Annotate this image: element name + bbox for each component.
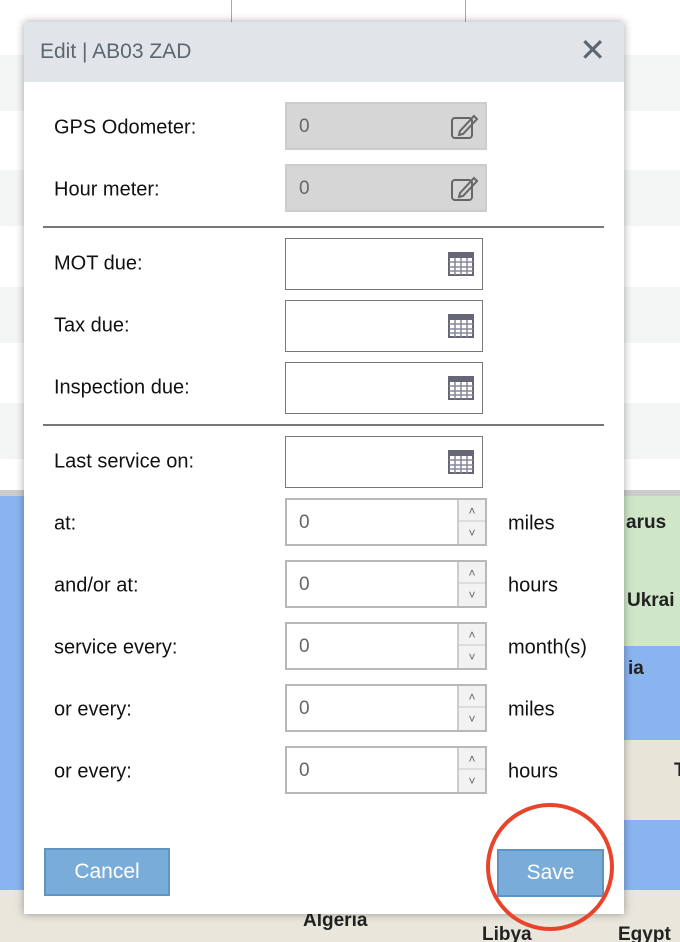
service-unit-label: hours <box>508 760 559 783</box>
cancel-button[interactable]: Cancel <box>44 848 170 896</box>
chevron-down-icon[interactable]: ˅ <box>468 712 476 726</box>
gps-odometer-row: GPS Odometer: 0 <box>54 102 614 154</box>
inspection-due-input[interactable] <box>285 362 483 414</box>
calendar-icon[interactable] <box>446 249 476 279</box>
edit-dialog: Edit | AB03 ZAD ✕ GPS Odometer: 0 Hour m… <box>24 22 624 914</box>
gps-odometer-value: 0 <box>299 116 310 137</box>
hour-meter-row: Hour meter: 0 <box>54 164 614 216</box>
chevron-down-icon[interactable]: ˅ <box>468 774 476 788</box>
chevron-up-icon[interactable]: ˄ <box>459 500 485 522</box>
chevron-up-icon[interactable]: ˄ <box>459 686 485 708</box>
service-field-label: service every: <box>54 636 178 659</box>
mot-due-input[interactable] <box>285 238 483 290</box>
hour-meter-value: 0 <box>299 178 310 199</box>
service-field-label: or every: <box>54 760 132 783</box>
tax-due-input[interactable] <box>285 300 483 352</box>
service-field-row: or every: 0 ˄ ˅ hours <box>54 746 614 798</box>
service-unit-label: miles <box>508 698 555 721</box>
service-unit-label: miles <box>508 512 555 535</box>
service-number-value: 0 <box>299 760 310 781</box>
number-spinner[interactable]: ˄ ˅ <box>457 624 485 668</box>
service-field-label: at: <box>54 512 77 535</box>
service-number-value: 0 <box>299 636 310 657</box>
service-number-input[interactable]: 0 ˄ ˅ <box>285 498 487 546</box>
gps-odometer-field: 0 <box>285 102 487 150</box>
chevron-up-icon[interactable]: ˄ <box>459 624 485 646</box>
mot-due-row: MOT due: <box>54 238 614 290</box>
divider <box>43 424 604 426</box>
service-number-value: 0 <box>299 574 310 595</box>
service-field-row: or every: 0 ˄ ˅ miles <box>54 684 614 736</box>
service-number-input[interactable]: 0 ˄ ˅ <box>285 560 487 608</box>
service-unit-label: month(s) <box>508 636 587 659</box>
service-field-row: and/or at: 0 ˄ ˅ hours <box>54 560 614 612</box>
chevron-down-icon[interactable]: ˅ <box>468 588 476 602</box>
service-field-label: or every: <box>54 698 132 721</box>
chevron-down-icon[interactable]: ˅ <box>468 650 476 664</box>
service-number-value: 0 <box>299 698 310 719</box>
number-spinner[interactable]: ˄ ˅ <box>457 500 485 544</box>
service-number-input[interactable]: 0 ˄ ˅ <box>285 684 487 732</box>
column-divider <box>465 0 466 22</box>
last-service-input[interactable] <box>285 436 483 488</box>
map-label: Egypt <box>618 924 671 942</box>
service-field-row: at: 0 ˄ ˅ miles <box>54 498 614 550</box>
tax-due-row: Tax due: <box>54 300 614 352</box>
chevron-up-icon[interactable]: ˄ <box>459 562 485 584</box>
service-number-input[interactable]: 0 ˄ ˅ <box>285 746 487 794</box>
inspection-due-row: Inspection due: <box>54 362 614 414</box>
map-label: T <box>674 760 680 781</box>
map-label: Algeria <box>303 910 368 931</box>
chevron-down-icon[interactable]: ˅ <box>468 526 476 540</box>
number-spinner[interactable]: ˄ ˅ <box>457 686 485 730</box>
dialog-title: Edit | AB03 ZAD <box>40 40 192 63</box>
last-service-row: Last service on: <box>54 436 614 488</box>
service-field-row: service every: 0 ˄ ˅ month(s) <box>54 622 614 674</box>
hour-meter-label: Hour meter: <box>54 178 160 201</box>
tax-due-label: Tax due: <box>54 314 130 337</box>
gps-odometer-label: GPS Odometer: <box>54 116 197 139</box>
calendar-icon[interactable] <box>446 447 476 477</box>
map-label: Ukrai <box>627 590 675 611</box>
service-number-input[interactable]: 0 ˄ ˅ <box>285 622 487 670</box>
edit-icon[interactable] <box>449 112 479 142</box>
service-number-value: 0 <box>299 512 310 533</box>
dialog-header: Edit | AB03 ZAD ✕ <box>24 22 624 82</box>
hour-meter-field: 0 <box>285 164 487 212</box>
chevron-up-icon[interactable]: ˄ <box>459 748 485 770</box>
service-field-label: and/or at: <box>54 574 139 597</box>
service-unit-label: hours <box>508 574 559 597</box>
highlight-circle <box>486 803 614 931</box>
map-label: ia <box>628 658 644 679</box>
last-service-label: Last service on: <box>54 450 195 473</box>
calendar-icon[interactable] <box>446 373 476 403</box>
map-label: arus <box>626 512 667 533</box>
close-icon[interactable]: ✕ <box>579 32 606 68</box>
calendar-icon[interactable] <box>446 311 476 341</box>
number-spinner[interactable]: ˄ ˅ <box>457 562 485 606</box>
number-spinner[interactable]: ˄ ˅ <box>457 748 485 792</box>
inspection-due-label: Inspection due: <box>54 376 190 399</box>
edit-icon[interactable] <box>449 174 479 204</box>
mot-due-label: MOT due: <box>54 252 143 275</box>
column-divider <box>231 0 232 22</box>
map-label: Libya <box>482 924 532 942</box>
divider <box>43 226 604 228</box>
